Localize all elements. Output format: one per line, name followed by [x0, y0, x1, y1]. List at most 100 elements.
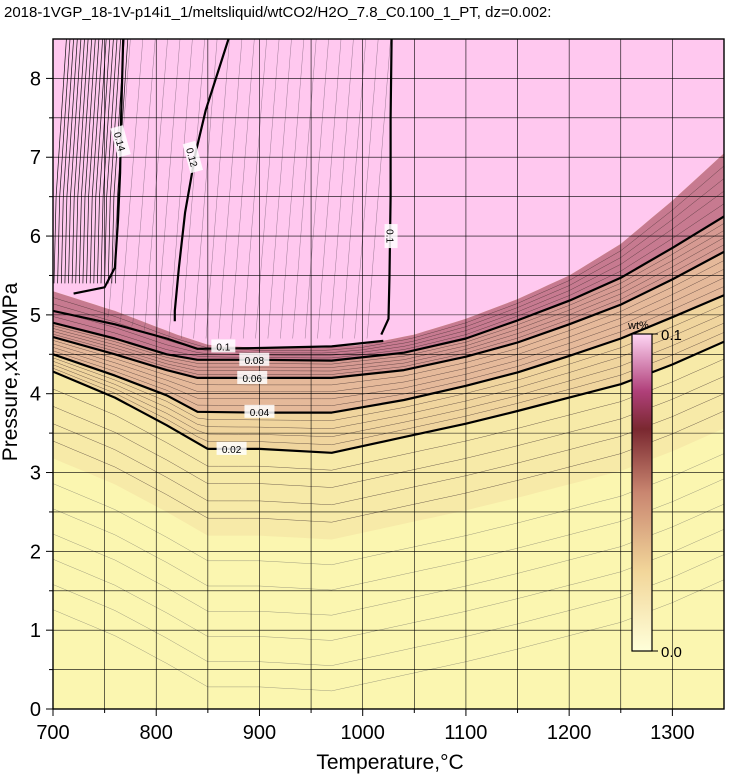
contour-line-0 [53, 309, 384, 350]
fine-isoline [218, 39, 243, 339]
labeled-contours: 0.1 0.08 0.06 0.04 0.02 0.14 0.12 0.1 [53, 39, 724, 456]
fine-isoline [53, 237, 724, 372]
y-tick-label: 5 [30, 305, 41, 327]
x-axis-label: Temperature,°C [316, 751, 463, 774]
fine-isoline [156, 39, 181, 336]
fine-isoline [53, 393, 724, 506]
y-tick-label: 8 [30, 68, 41, 90]
contour-label-text: 0.1 [384, 229, 395, 243]
contour-label-bg [182, 140, 204, 174]
contour-label-1: 0.08 [239, 352, 270, 367]
band-3 [53, 295, 724, 453]
fine-isoline [53, 286, 724, 406]
fine-isoline [53, 358, 724, 471]
fine-isoline [53, 268, 724, 393]
fine-isoline [119, 39, 144, 322]
fine-isoline [53, 230, 724, 368]
contour-label-bg [384, 224, 398, 249]
contour-label-bg [211, 339, 236, 353]
y-axis: 0 1 2 3 4 5 6 7 8 [30, 68, 53, 721]
fine-isoline [53, 244, 724, 375]
x-tick-label: 700 [36, 722, 69, 744]
fine-isoline [292, 39, 317, 339]
contour-label-text: 0.04 [250, 408, 270, 419]
contour-line-1 [53, 215, 724, 362]
band-2 [53, 251, 724, 413]
x-axis: 700 800 900 1000 1100 1200 1300 [36, 709, 695, 744]
contour-line-4 [53, 340, 724, 454]
fine-isoline [53, 478, 724, 591]
contour-label-5: 0.14 [110, 125, 131, 158]
y-tick-label: 3 [30, 463, 41, 485]
fine-isoline [53, 453, 724, 566]
fine-isoline [317, 39, 342, 339]
contour-label-text: 0.12 [183, 147, 199, 169]
fine-isoline [304, 39, 329, 339]
fine-isoline [53, 529, 724, 641]
y-tick-label: 4 [30, 384, 41, 406]
contour-line-5 [73, 39, 125, 295]
fine-isoline [280, 39, 305, 339]
fine-isoline [53, 322, 724, 437]
fine-isoline [53, 376, 724, 488]
colorbar-max-label: 0.1 [661, 327, 682, 344]
contour-label-bg [110, 125, 131, 158]
fine-isoline [53, 223, 724, 365]
fine-isoline [354, 39, 379, 339]
band-saturated [53, 39, 724, 348]
plot-area: 0.1 0.08 0.06 0.04 0.02 0.14 0.12 0.1 [53, 39, 724, 709]
contour-label-bg [216, 441, 247, 455]
chart-title: 2018-1VGP_18-1V-p14i1_1/meltsliquid/wtCO… [4, 4, 551, 21]
y-tick-label: 1 [30, 620, 41, 642]
fine-isoline [53, 554, 724, 666]
band-1 [53, 216, 724, 378]
contour-label-text: 0.1 [216, 342, 230, 353]
fine-isolines [53, 39, 724, 692]
contour-label-bg [239, 352, 270, 366]
contour-label-bg [244, 404, 275, 418]
contour-line-2 [53, 250, 724, 379]
fine-isoline [230, 39, 255, 339]
contour-line-3 [53, 294, 724, 414]
x-tick-label: 900 [243, 722, 276, 744]
fine-isoline [53, 304, 724, 421]
x-tick-label: 1000 [340, 722, 385, 744]
fine-isoline [53, 190, 724, 356]
y-tick-label: 7 [30, 147, 41, 169]
x-tick-label: 1200 [547, 722, 592, 744]
fine-isoline [366, 39, 391, 339]
fine-isoline [53, 313, 724, 429]
contour-label-6: 0.12 [182, 140, 204, 174]
y-tick-label: 0 [30, 699, 41, 721]
fine-isoline [53, 178, 724, 354]
fine-isoline [143, 39, 168, 332]
x-tick-label: 1100 [444, 722, 487, 744]
contour-label-3: 0.04 [244, 404, 275, 419]
fine-isoline [53, 503, 724, 616]
fine-isoline [53, 165, 724, 351]
fine-isoline [205, 39, 230, 339]
fine-isoline [53, 579, 724, 692]
contour-label-text: 0.14 [111, 131, 127, 153]
fine-isoline [131, 39, 156, 327]
y-tick-label: 2 [30, 541, 41, 563]
grid-lines [53, 39, 724, 709]
x-tick-label: 1300 [650, 722, 695, 744]
contour-label-4: 0.02 [216, 441, 247, 456]
contour-label-0: 0.1 [211, 339, 236, 353]
contour-label-text: 0.06 [243, 374, 263, 385]
colorbar-unit: wt% [627, 320, 649, 332]
fine-isoline [267, 39, 292, 339]
y-tick-label: 6 [30, 226, 41, 248]
colorbar: wt% 0.1 0.0 [627, 320, 682, 661]
fine-isoline [329, 39, 354, 339]
fine-isoline [168, 39, 193, 339]
fine-isoline [242, 39, 267, 339]
colorbar-gradient [631, 333, 653, 652]
contour-label-2: 0.06 [237, 370, 268, 385]
colorbar-min-label: 0.0 [661, 644, 682, 661]
plot-frame [52, 38, 725, 710]
fine-isoline [53, 410, 724, 523]
fine-isoline [342, 39, 367, 339]
